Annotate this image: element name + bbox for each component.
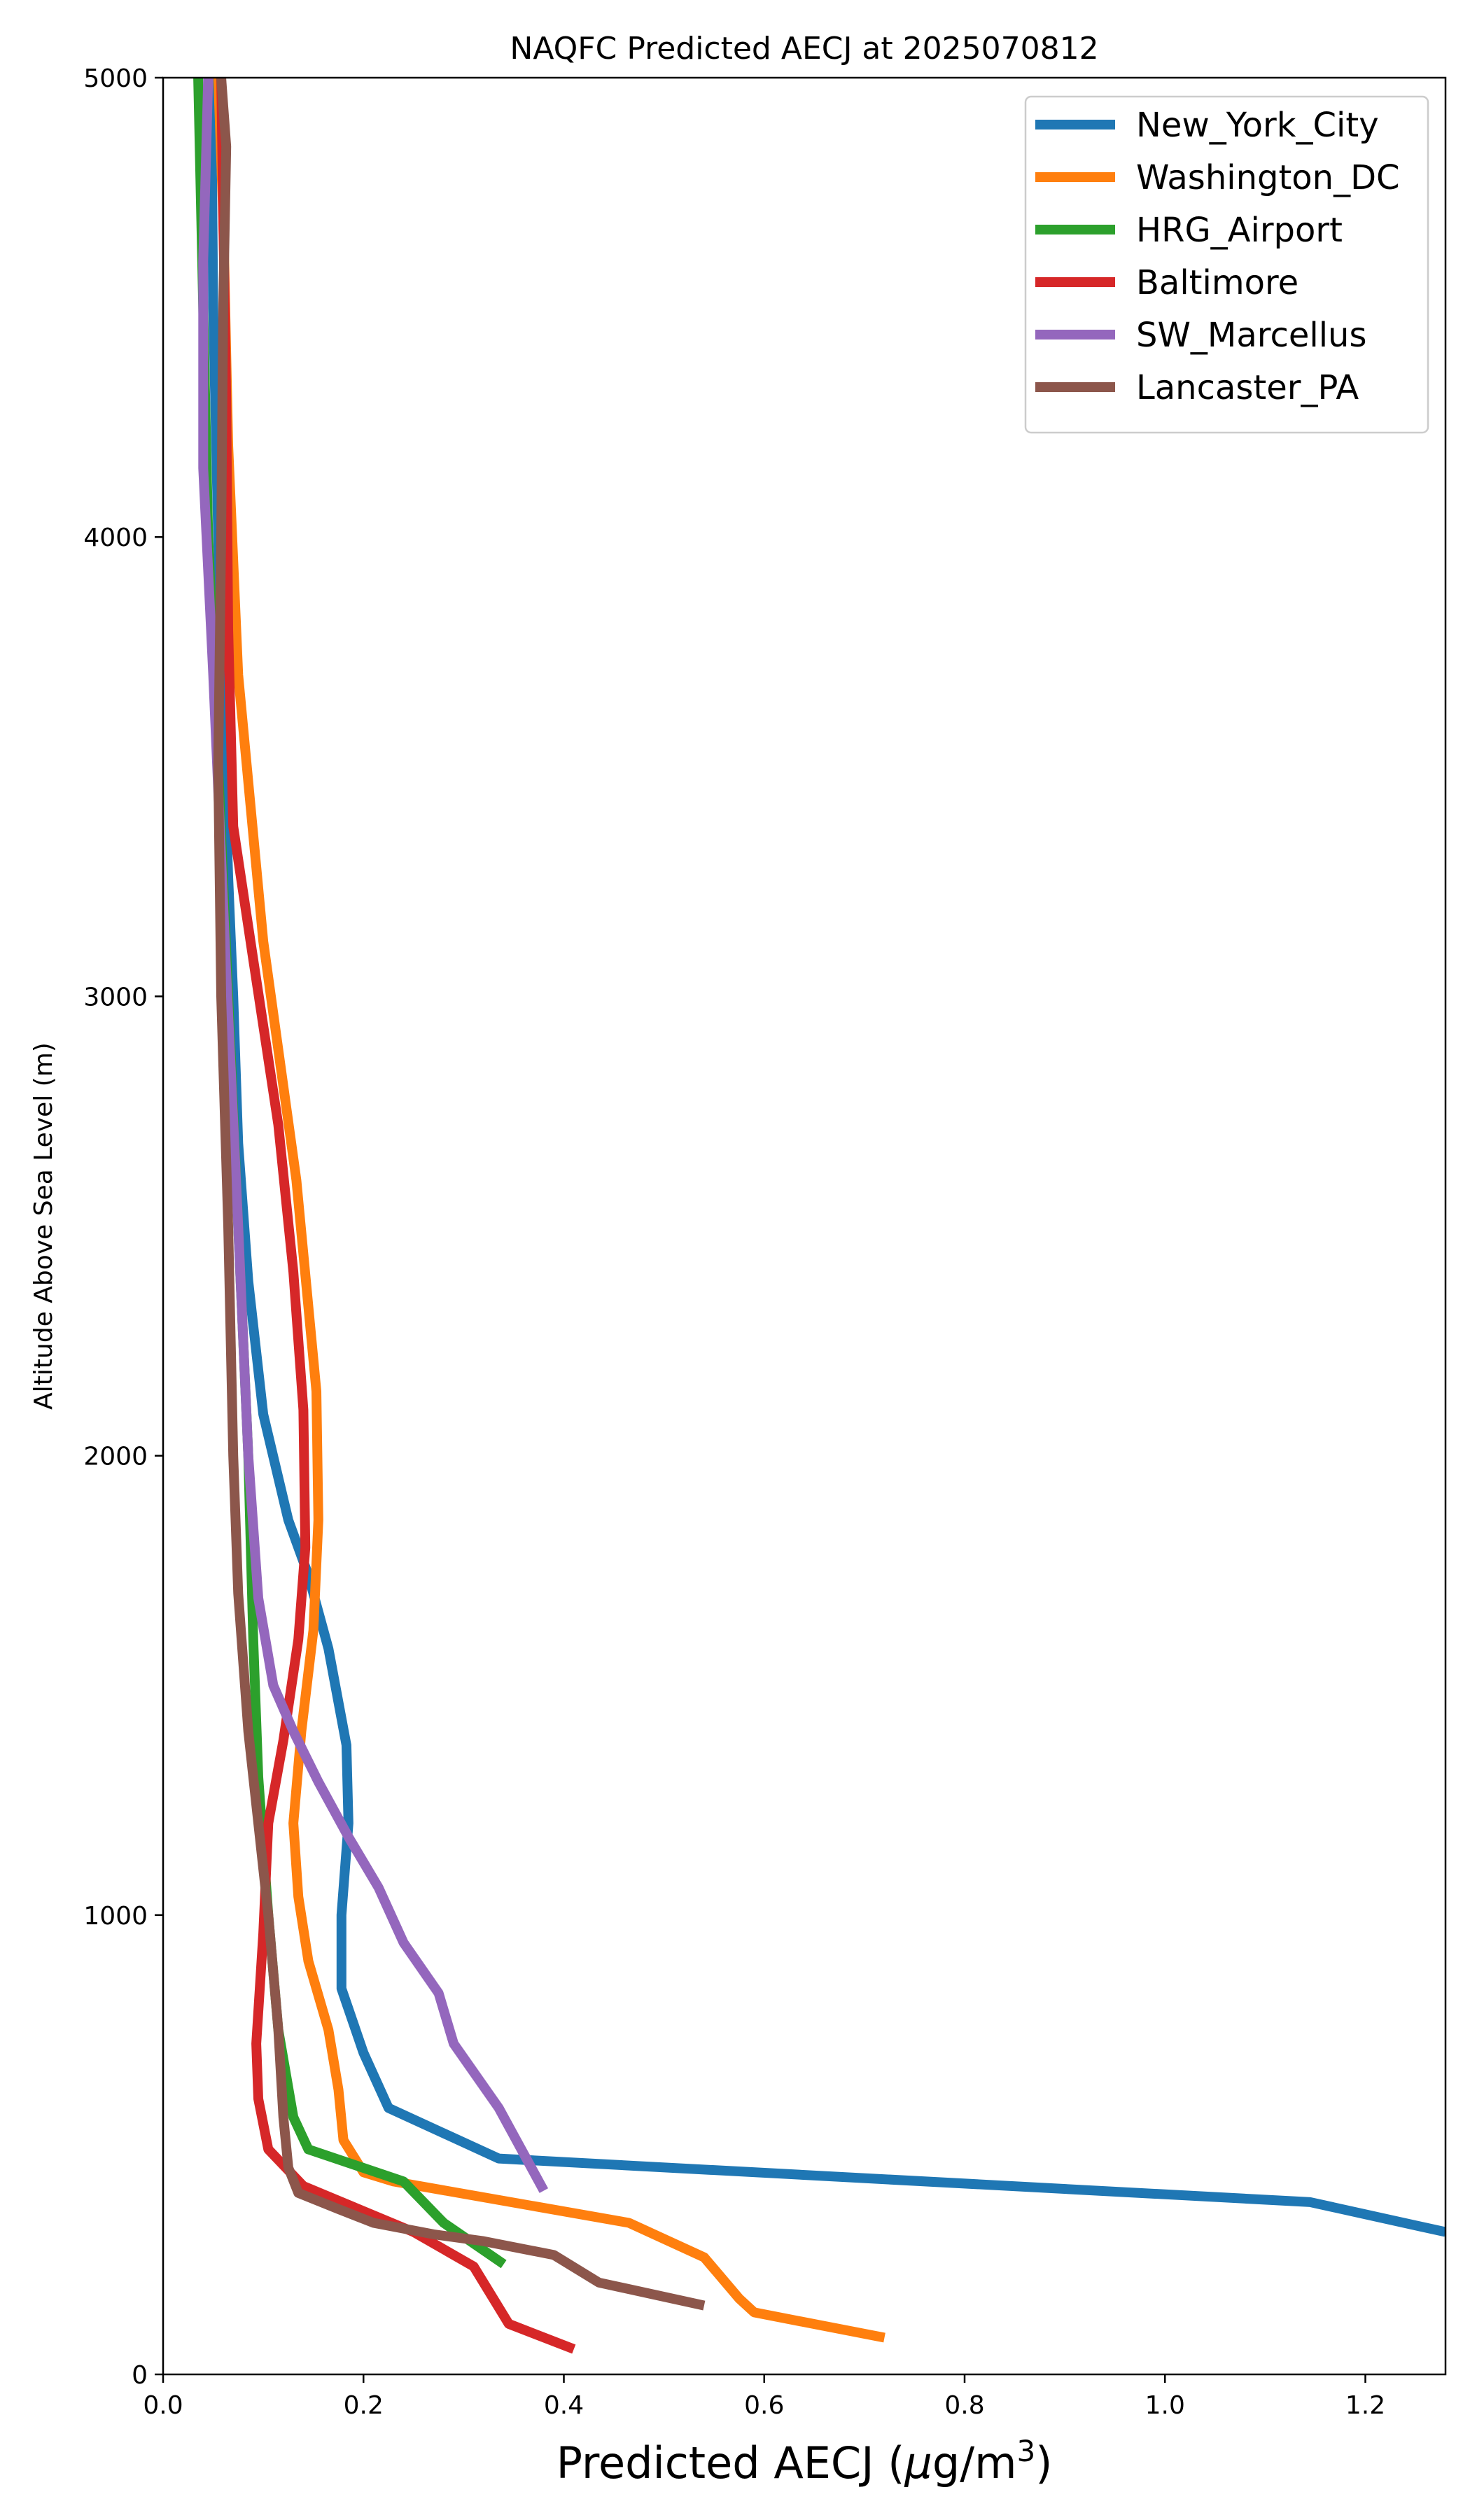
x-tick-label: 1.0 [1145,2391,1185,2420]
x-axis: 0.0 0.2 0.4 0.6 0.8 1.0 1.2 [143,2374,1385,2420]
x-axis-label-close: ) [1035,2437,1052,2488]
series-line-new-york-city [206,78,1446,2237]
y-tick-label: 0 [132,2361,148,2390]
x-axis-label-main: Predicted AECJ ( [556,2437,905,2488]
x-axis-label: Predicted AECJ (μg/m3) [556,2434,1053,2488]
series-line-baltimore [216,78,576,2354]
x-tick-label: 0.8 [944,2391,984,2420]
x-axis-label-unit: g/m [932,2437,1017,2488]
x-tick-label: 1.2 [1345,2391,1385,2420]
y-tick-label: 3000 [83,983,148,1011]
series-line-lancaster-pa [213,78,706,2311]
chart-title: NAQFC Predicted AECJ at 2025070812 [510,31,1098,66]
legend-label-hrg-airport: HRG_Airport [1136,211,1343,250]
legend-label-baltimore: Baltimore [1136,263,1298,302]
x-tick-label: 0.6 [744,2391,784,2420]
x-tick-label: 0.0 [143,2391,183,2420]
y-tick-label: 4000 [83,524,148,552]
x-axis-label-mu: μ [904,2437,932,2488]
series-line-sw-marcellus [198,78,549,2193]
legend-label-lancaster-pa: Lancaster_PA [1136,368,1359,407]
legend-label-sw-marcellus: SW_Marcellus [1136,316,1366,355]
legend: New_York_City Washington_DC HRG_Airport Bal… [1024,95,1429,434]
x-axis-label-sup: 3 [1016,2434,1035,2468]
y-tick-label: 1000 [83,1902,148,1931]
x-tick-label: 0.2 [344,2391,384,2420]
legend-box [1024,95,1429,434]
y-axis: 0 1000 2000 3000 4000 5000 [83,64,163,2390]
legend-label-washington-dc: Washington_DC [1136,158,1400,197]
series-line-washington-dc [213,78,886,2343]
series-layer [193,78,1446,2354]
y-tick-label: 2000 [83,1443,148,1471]
legend-label-new-york-city: New_York_City [1136,106,1379,145]
plot-frame [162,76,1447,2376]
y-tick-label: 5000 [83,64,148,93]
y-axis-label: Altitude Above Sea Level (m) [29,1042,58,1410]
x-tick-label: 0.4 [544,2391,584,2420]
